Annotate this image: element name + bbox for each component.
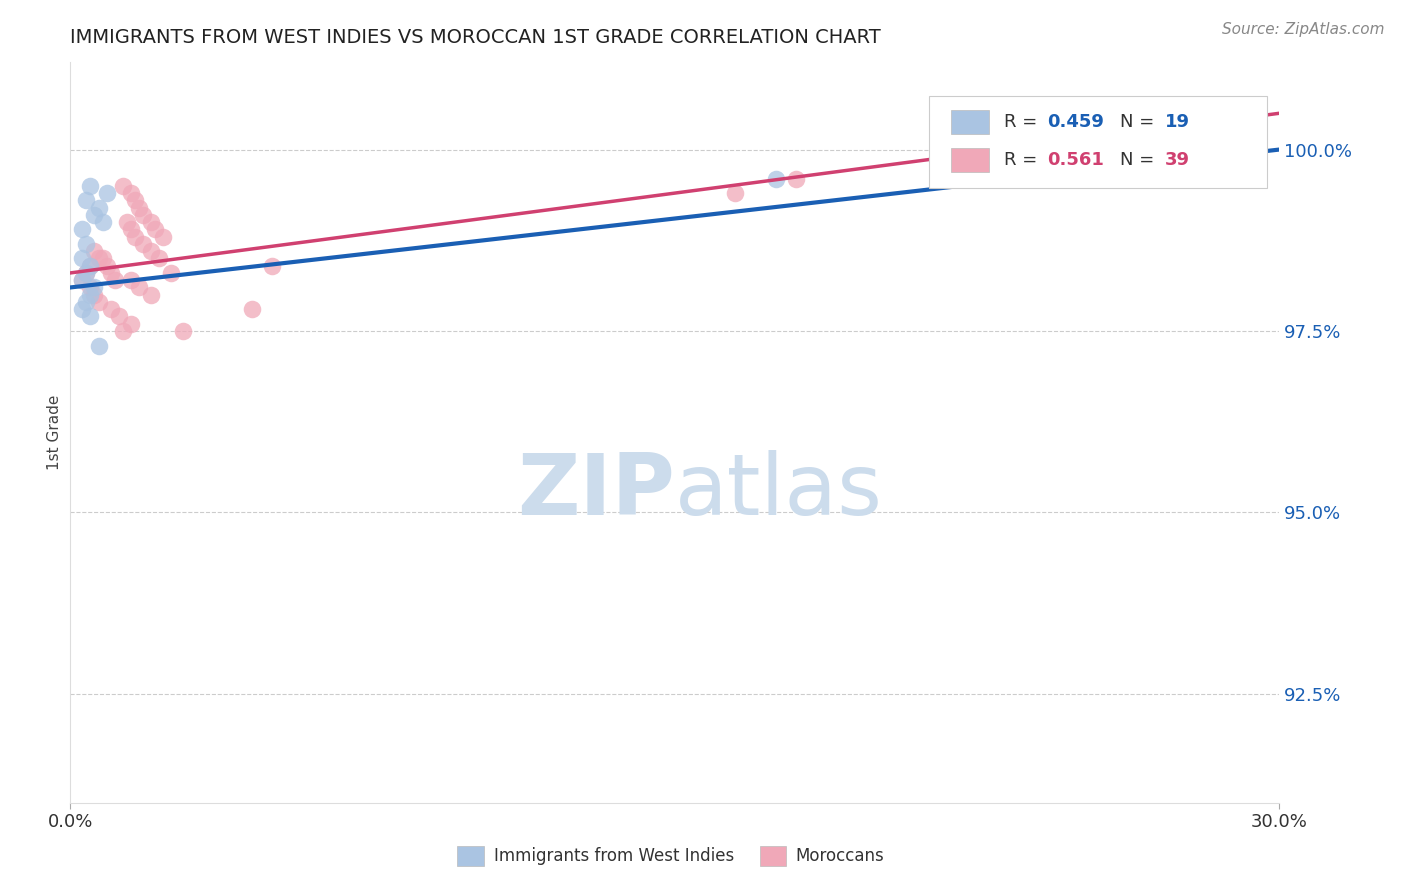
- Point: [124, 229, 146, 244]
- Point: [79, 259, 101, 273]
- Point: [139, 287, 162, 301]
- Point: [87, 295, 110, 310]
- Point: [87, 338, 110, 352]
- Text: atlas: atlas: [675, 450, 883, 533]
- Point: [724, 186, 747, 200]
- Point: [132, 208, 155, 222]
- Text: N =: N =: [1119, 151, 1160, 169]
- Point: [79, 280, 101, 294]
- Point: [83, 208, 105, 222]
- Point: [139, 244, 162, 259]
- Point: [75, 266, 97, 280]
- Y-axis label: 1st Grade: 1st Grade: [46, 395, 62, 470]
- Point: [72, 302, 94, 317]
- Text: ZIP: ZIP: [517, 450, 675, 533]
- Text: R =: R =: [1004, 112, 1043, 130]
- Point: [143, 222, 166, 236]
- Point: [160, 266, 183, 280]
- Point: [79, 259, 101, 273]
- Point: [87, 201, 110, 215]
- Bar: [950, 110, 990, 134]
- Point: [765, 171, 787, 186]
- Point: [120, 317, 142, 331]
- Point: [91, 215, 114, 229]
- Point: [120, 186, 142, 200]
- Point: [83, 280, 105, 294]
- Point: [128, 280, 150, 294]
- Point: [100, 302, 122, 317]
- Point: [172, 324, 194, 338]
- Bar: [950, 148, 990, 172]
- Point: [83, 287, 105, 301]
- Point: [72, 252, 94, 266]
- Point: [75, 295, 97, 310]
- Point: [124, 194, 146, 208]
- Point: [120, 273, 142, 287]
- Point: [72, 273, 94, 287]
- Point: [107, 310, 129, 324]
- Point: [111, 324, 134, 338]
- Bar: [457, 846, 484, 866]
- Point: [240, 302, 263, 317]
- Point: [128, 201, 150, 215]
- Point: [83, 244, 105, 259]
- Point: [785, 171, 807, 186]
- Point: [139, 215, 162, 229]
- Point: [100, 266, 122, 280]
- Point: [75, 194, 97, 208]
- Point: [91, 252, 114, 266]
- FancyBboxPatch shape: [929, 95, 1267, 188]
- Text: Moroccans: Moroccans: [796, 847, 884, 865]
- Text: 19: 19: [1164, 112, 1189, 130]
- Point: [79, 310, 101, 324]
- Text: Source: ZipAtlas.com: Source: ZipAtlas.com: [1222, 22, 1385, 37]
- Point: [87, 252, 110, 266]
- Point: [96, 259, 118, 273]
- Point: [72, 273, 94, 287]
- Point: [120, 222, 142, 236]
- Text: 0.561: 0.561: [1047, 151, 1104, 169]
- Text: IMMIGRANTS FROM WEST INDIES VS MOROCCAN 1ST GRADE CORRELATION CHART: IMMIGRANTS FROM WEST INDIES VS MOROCCAN …: [70, 28, 882, 47]
- Point: [260, 259, 283, 273]
- Point: [104, 273, 127, 287]
- Point: [111, 178, 134, 193]
- Point: [72, 222, 94, 236]
- Point: [75, 236, 97, 251]
- Point: [152, 229, 174, 244]
- Point: [75, 266, 97, 280]
- Point: [79, 287, 101, 301]
- Text: N =: N =: [1119, 112, 1160, 130]
- Text: 39: 39: [1164, 151, 1189, 169]
- Point: [79, 178, 101, 193]
- Point: [132, 236, 155, 251]
- Point: [96, 186, 118, 200]
- Text: 0.459: 0.459: [1047, 112, 1104, 130]
- Text: R =: R =: [1004, 151, 1043, 169]
- Bar: [759, 846, 786, 866]
- Text: Immigrants from West Indies: Immigrants from West Indies: [494, 847, 734, 865]
- Point: [115, 215, 138, 229]
- Point: [148, 252, 170, 266]
